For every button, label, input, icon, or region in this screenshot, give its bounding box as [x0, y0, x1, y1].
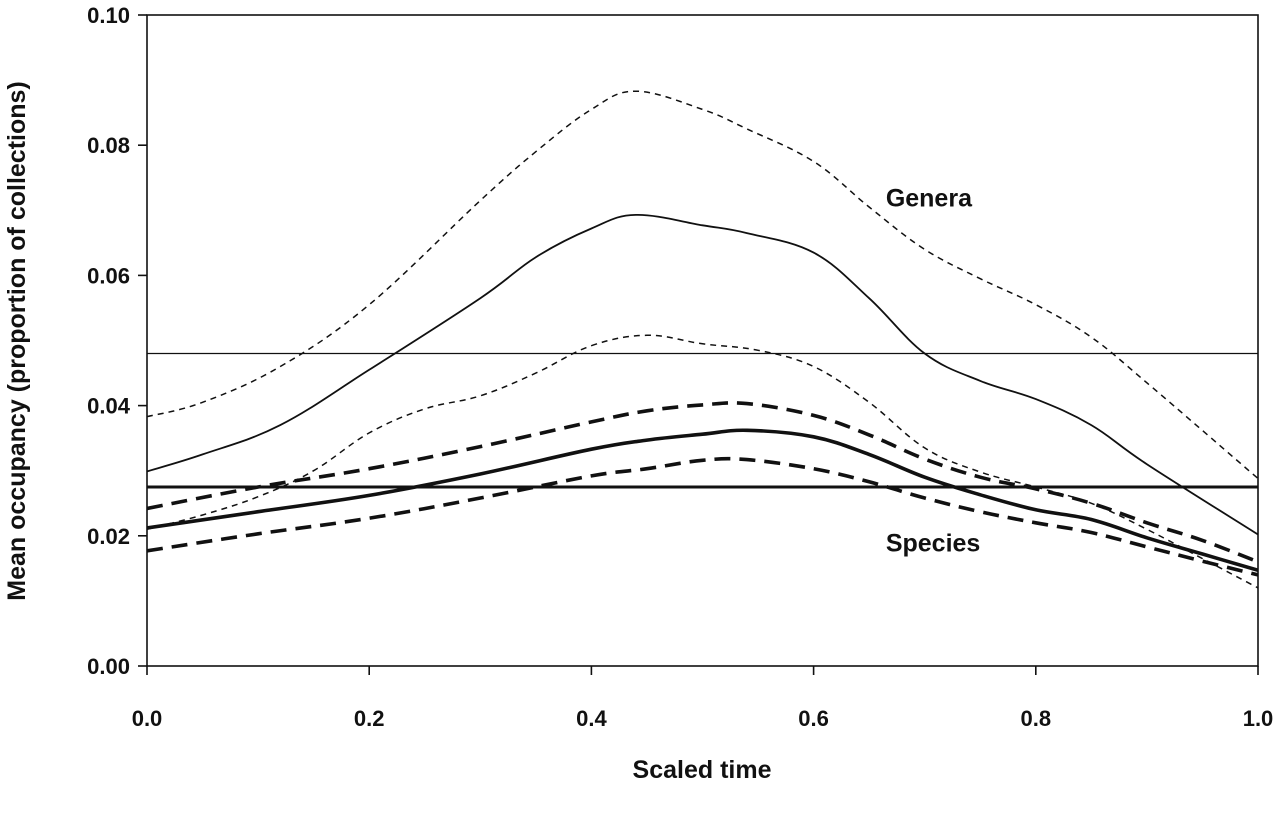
genera-upper-line: [147, 90, 1258, 480]
y-tick-label: 0.04: [87, 394, 131, 419]
x-tick-label: 0.0: [132, 706, 163, 731]
genera-mean-line: [147, 213, 1258, 536]
y-tick-label: 0.02: [87, 524, 130, 549]
x-tick-label: 0.6: [798, 706, 829, 731]
y-tick-label: 0.10: [87, 3, 130, 28]
species-annotation: Species: [886, 529, 981, 557]
y-tick-label: 0.00: [87, 654, 130, 679]
series-layer: [147, 90, 1258, 589]
y-tick-label: 0.08: [87, 133, 130, 158]
genera-annotation: Genera: [886, 184, 973, 212]
genera-lower-line: [147, 334, 1258, 589]
labels-layer: 0.0 0.2 0.4 0.6 0.8 1.0 0.00 0.02 0.04 0.06 0.08 0.…: [87, 3, 1273, 731]
y-axis-title: Mean occupancy (proportion of collection…: [3, 81, 31, 600]
species-lower-line: [147, 456, 1258, 577]
plot-frame: [146, 14, 1259, 667]
x-tick-label: 0.4: [576, 706, 607, 731]
species-upper-line: [147, 401, 1258, 564]
x-tick-label: 0.8: [1021, 706, 1052, 731]
x-axis-title: Scaled time: [633, 756, 772, 784]
x-tick-label: 1.0: [1243, 706, 1274, 731]
species-mean-line: [147, 428, 1258, 573]
x-tick-label: 0.2: [354, 706, 385, 731]
axes-layer: [138, 14, 1259, 675]
y-tick-label: 0.06: [87, 263, 130, 288]
